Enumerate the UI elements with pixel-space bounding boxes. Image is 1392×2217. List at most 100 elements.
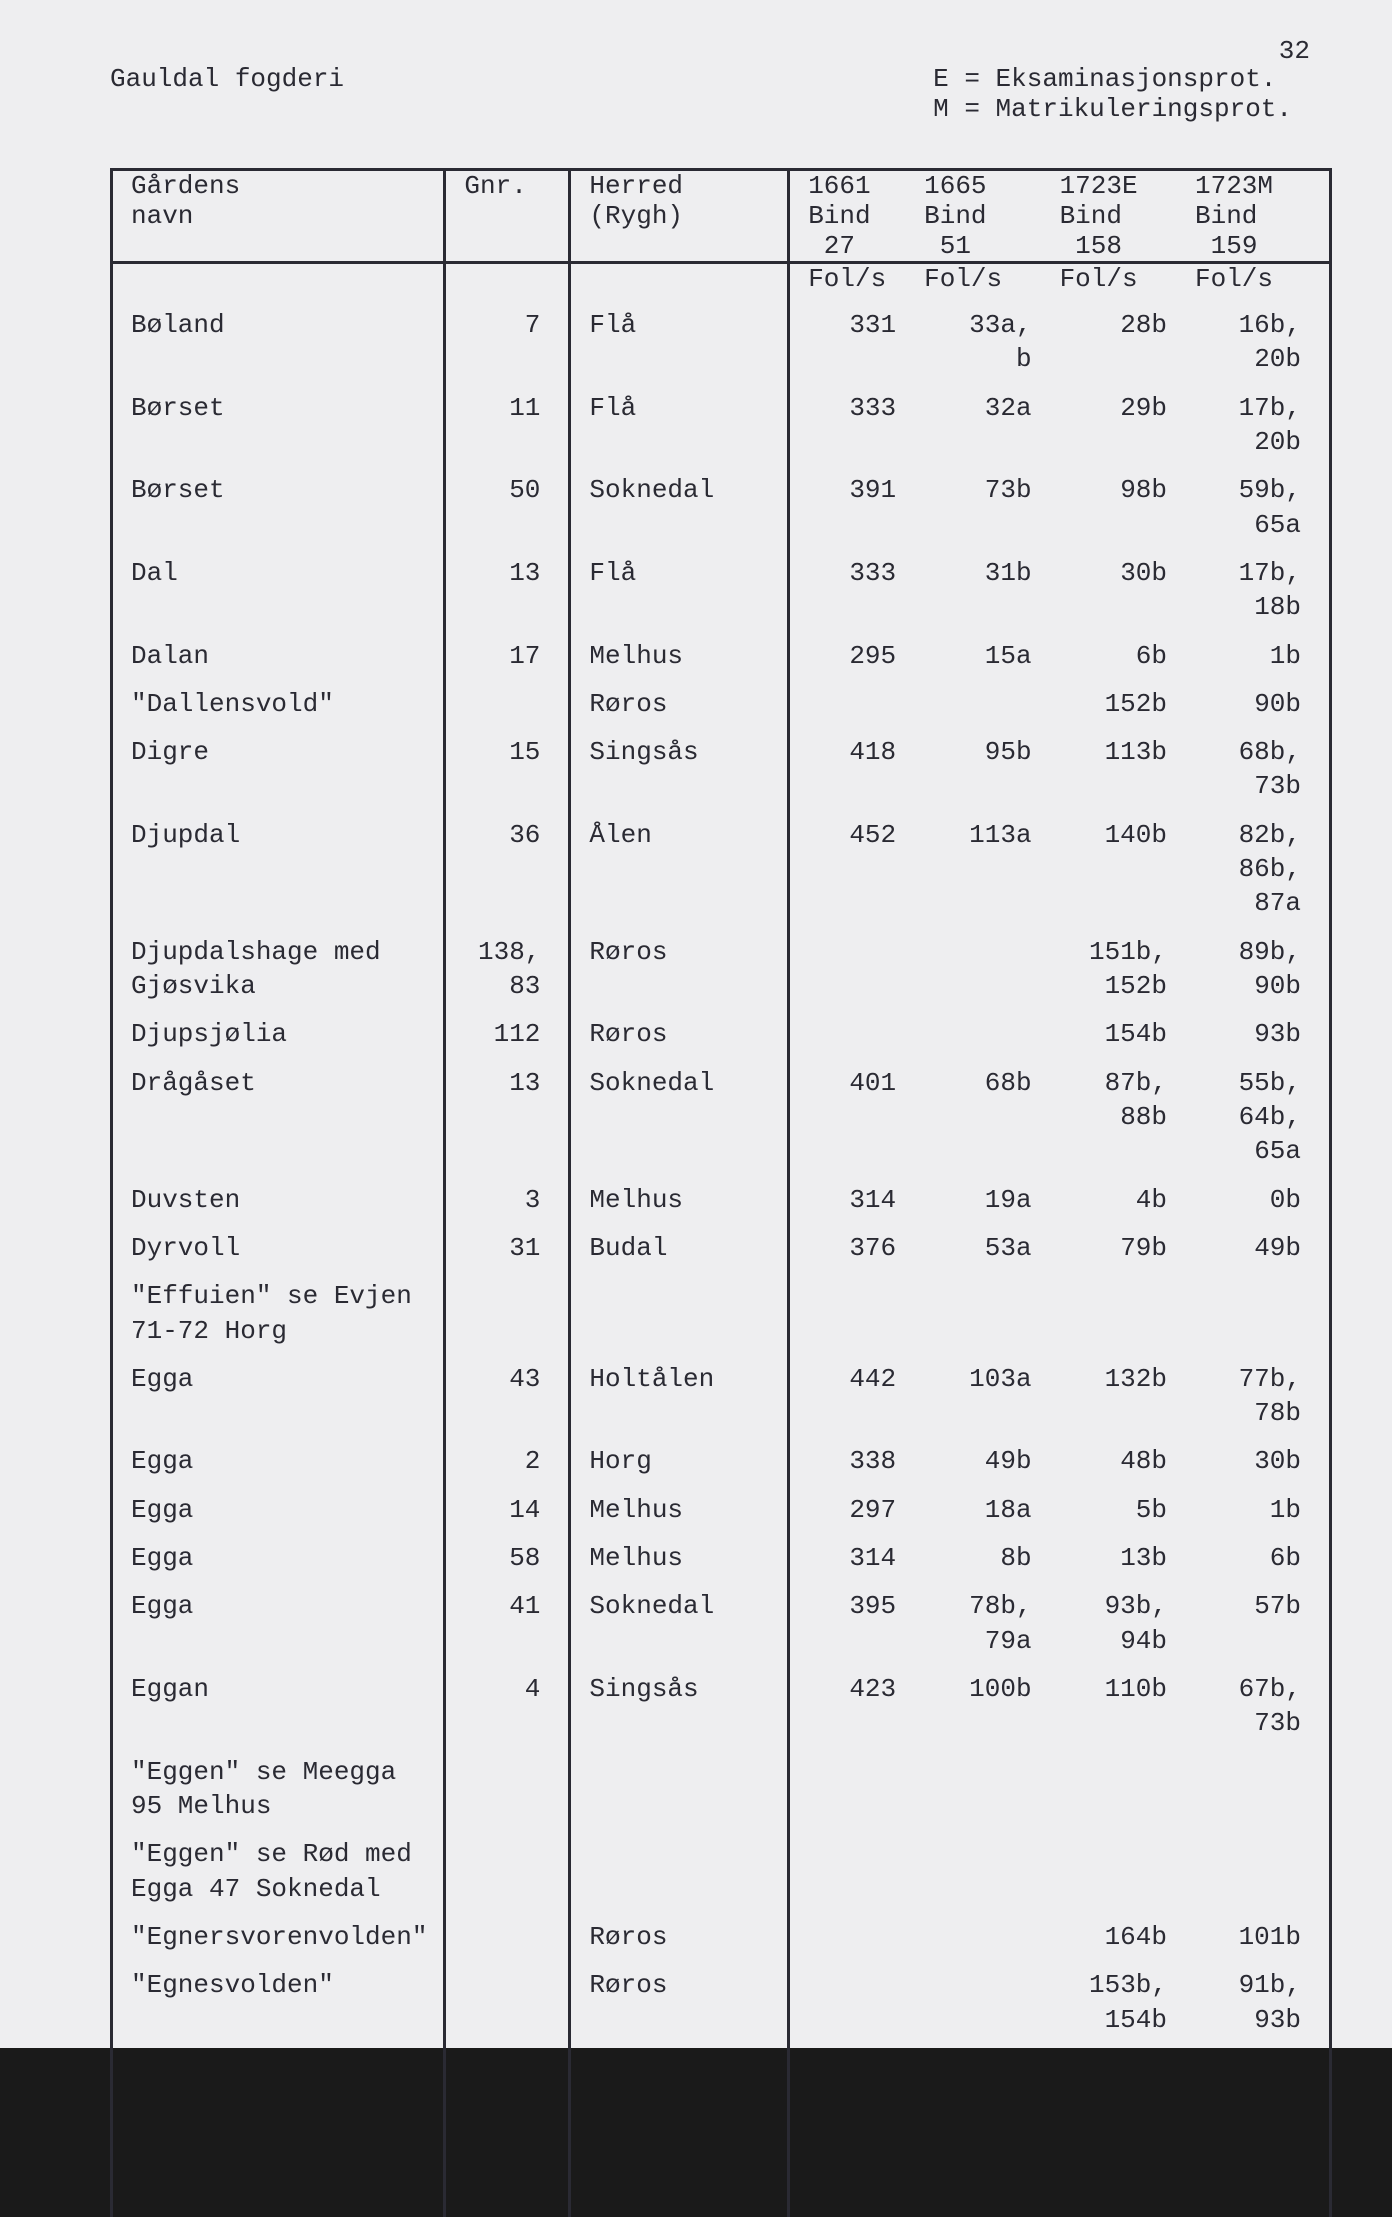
spacer (570, 263, 789, 295)
cell-value: 153b, 154b (1089, 1970, 1167, 2034)
cell-value: 16b, 20b (1239, 310, 1301, 374)
table-cell: 68b (924, 1052, 1059, 1169)
cell-value: 132b (1105, 1364, 1167, 1394)
cell-value: 151b, 152b (1089, 937, 1167, 1001)
cell-value: 333 (849, 393, 896, 423)
cell-value: 154b (1105, 1019, 1167, 1049)
cell-value: Melhus (589, 1185, 683, 1215)
table-cell: "Eggen" se Rød med Egga 47 Soknedal (112, 1823, 445, 1906)
table-row: Djupsjølia112Røros154b93b (112, 1003, 1331, 1051)
cell-value: 53a (985, 1233, 1032, 1263)
label: 1665 (924, 171, 986, 201)
table-cell: 113b (1060, 721, 1195, 804)
table-cell (924, 1003, 1059, 1051)
spacer (112, 2037, 445, 2217)
col-header-1723m: 1723M Bind 159 (1195, 170, 1331, 263)
cell-value: 67b, 73b (1239, 1674, 1301, 1738)
table-row: "Eggen" se Rød med Egga 47 Soknedal (112, 1823, 1331, 1906)
cell-value: Dal (131, 558, 178, 588)
cell-value: "Eggen" se Rød med Egga 47 Soknedal (131, 1839, 412, 1903)
cell-value: 31b (985, 558, 1032, 588)
header-title: Gauldal fogderi (110, 64, 344, 94)
table-row: Egga41Soknedal39578b, 79a93b, 94b57b (112, 1575, 1331, 1658)
table-row: Egga43Holtålen442103a132b77b, 78b (112, 1348, 1331, 1431)
table-cell: 98b (1060, 459, 1195, 542)
cell-value: Børset (131, 475, 225, 505)
cell-value: Røros (589, 1970, 667, 2000)
table-cell: Egga (112, 1430, 445, 1478)
cell-value: 13b (1120, 1543, 1167, 1573)
cell-value: 112 (494, 1019, 541, 1049)
table-cell: 30b (1060, 542, 1195, 625)
table-cell: 30b (1195, 1430, 1331, 1478)
table-cell (570, 1823, 789, 1906)
table-cell: 14 (445, 1479, 570, 1527)
cell-value: Flå (589, 310, 636, 340)
cell-value: 41 (509, 1591, 540, 1621)
cell-value: 59b, 65a (1239, 475, 1301, 539)
cell-value: 1b (1270, 1495, 1301, 1525)
cell-value: Bøland (131, 310, 225, 340)
table-cell: Singsås (570, 1658, 789, 1741)
spacer (1195, 2037, 1331, 2217)
cell-value: 6b (1136, 641, 1167, 671)
table-cell: 1b (1195, 1479, 1331, 1527)
table-cell: Melhus (570, 1479, 789, 1527)
table-cell: 100b (924, 1658, 1059, 1741)
table-cell: 1b (1195, 625, 1331, 673)
label: 1661 (808, 171, 870, 201)
table-cell: 153b, 154b (1060, 1954, 1195, 2037)
cell-value: 93b (1254, 1019, 1301, 1049)
cell-value: Soknedal (589, 1591, 714, 1621)
cell-value: 28b (1120, 310, 1167, 340)
table-row: "Egnersvorenvolden"Røros164b101b (112, 1906, 1331, 1954)
cell-value: 93b, 94b (1105, 1591, 1167, 1655)
cell-value: Holtålen (589, 1364, 714, 1394)
table-cell (924, 921, 1059, 1004)
cell-value: 87b, 88b (1105, 1068, 1167, 1132)
table-cell (1060, 1741, 1195, 1824)
label: 158 (1075, 231, 1122, 261)
table-cell: 4b (1060, 1169, 1195, 1217)
table-row: Børset11Flå33332a29b17b, 20b (112, 377, 1331, 460)
cell-value: 17 (509, 641, 540, 671)
table-cell: Dal (112, 542, 445, 625)
table-cell: 138, 83 (445, 921, 570, 1004)
cell-value: 15 (509, 737, 540, 767)
col-header-name: Gårdens navn (112, 170, 445, 263)
table-cell: 391 (789, 459, 924, 542)
table-row-spacer (112, 2037, 1331, 2217)
table-cell: 0b (1195, 1169, 1331, 1217)
cell-value: Dyrvoll (131, 1233, 240, 1263)
cell-value: 78b, 79a (969, 1591, 1031, 1655)
cell-value: Horg (589, 1446, 651, 1476)
cell-value: Røros (589, 1922, 667, 1952)
table-cell: Melhus (570, 1527, 789, 1575)
table-cell (445, 1823, 570, 1906)
table-cell (445, 673, 570, 721)
table-cell: 91b, 93b (1195, 1954, 1331, 2037)
table-cell: 140b (1060, 804, 1195, 921)
table-cell: 78b, 79a (924, 1575, 1059, 1658)
cell-value: Melhus (589, 1495, 683, 1525)
table-cell: 333 (789, 377, 924, 460)
cell-value: 98b (1120, 475, 1167, 505)
table-cell: 58 (445, 1527, 570, 1575)
table-cell: 43 (445, 1348, 570, 1431)
fols-label: Fol/s (789, 263, 924, 295)
table-cell: Dyrvoll (112, 1217, 445, 1265)
table-cell: Egga (112, 1527, 445, 1575)
cell-value: "Dallensvold" (131, 689, 334, 719)
table-cell: Djupdalshage med Gjøsvika (112, 921, 445, 1004)
table-cell (924, 1823, 1059, 1906)
label: (Rygh) (589, 201, 683, 231)
table-cell: 29b (1060, 377, 1195, 460)
cell-value: 138, 83 (478, 937, 540, 1001)
table-row: Djupdalshage med Gjøsvika138, 83Røros151… (112, 921, 1331, 1004)
table-cell: 6b (1195, 1527, 1331, 1575)
cell-value: 103a (969, 1364, 1031, 1394)
cell-value: Budal (589, 1233, 667, 1263)
cell-value: Egga (131, 1495, 193, 1525)
table-cell (924, 1265, 1059, 1348)
page-header: Gauldal fogderi E = Eksaminasjonsprot. M… (110, 40, 1332, 150)
